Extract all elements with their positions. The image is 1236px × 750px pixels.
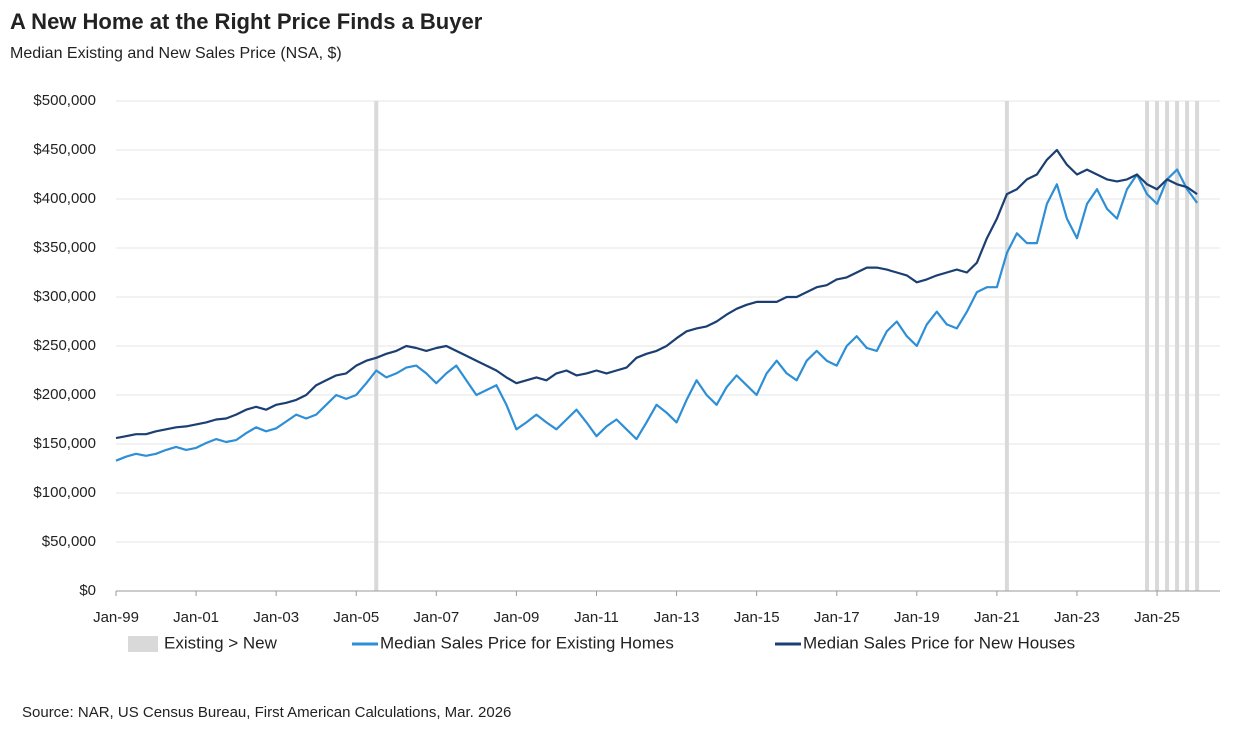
y-tick-label: $400,000 (33, 190, 96, 207)
chart-title: A New Home at the Right Price Finds a Bu… (10, 9, 483, 34)
shade-band (1185, 101, 1190, 591)
x-tick-label: Jan-07 (413, 609, 459, 626)
x-tick-label: Jan-99 (93, 609, 139, 626)
shade-band (1175, 101, 1180, 591)
x-tick-label: Jan-21 (974, 609, 1020, 626)
x-tick-label: Jan-19 (894, 609, 940, 626)
shade-band (374, 101, 379, 591)
line-series (115, 148, 1198, 440)
x-tick-label: Jan-09 (493, 609, 539, 626)
y-tick-label: $50,000 (42, 533, 96, 550)
x-tick-label: Jan-01 (173, 609, 219, 626)
y-tick-label: $250,000 (33, 337, 96, 354)
x-tick-label: Jan-05 (333, 609, 379, 626)
y-tick-label: $200,000 (33, 386, 96, 403)
y-tick-label: $0 (79, 582, 96, 599)
x-tick-label: Jan-13 (654, 609, 700, 626)
shade-band (1155, 101, 1160, 591)
legend-label: Median Sales Price for New Houses (803, 633, 1075, 652)
shade-band (1004, 101, 1009, 591)
x-tick-label: Jan-25 (1134, 609, 1180, 626)
legend-swatch (128, 636, 158, 652)
x-tick-label: Jan-15 (734, 609, 780, 626)
x-tick-label: Jan-23 (1054, 609, 1100, 626)
line-series (115, 168, 1198, 462)
y-tick-label: $350,000 (33, 239, 96, 256)
legend-label: Median Sales Price for Existing Homes (380, 633, 674, 652)
chart-subtitle: Median Existing and New Sales Price (NSA… (10, 45, 342, 62)
shade-band (1165, 101, 1170, 591)
y-tick-label: $100,000 (33, 484, 96, 501)
y-tick-label: $150,000 (33, 435, 96, 452)
source-note: Source: NAR, US Census Bureau, First Ame… (22, 704, 511, 721)
y-tick-label: $500,000 (33, 92, 96, 109)
x-tick-label: Jan-17 (814, 609, 860, 626)
y-tick-label: $450,000 (33, 141, 96, 158)
x-tick-label: Jan-03 (253, 609, 299, 626)
shade-band (1145, 101, 1150, 591)
y-tick-label: $300,000 (33, 288, 96, 305)
shade-band (1195, 101, 1200, 591)
x-tick-label: Jan-11 (574, 609, 619, 626)
legend-label: Existing > New (164, 633, 278, 652)
